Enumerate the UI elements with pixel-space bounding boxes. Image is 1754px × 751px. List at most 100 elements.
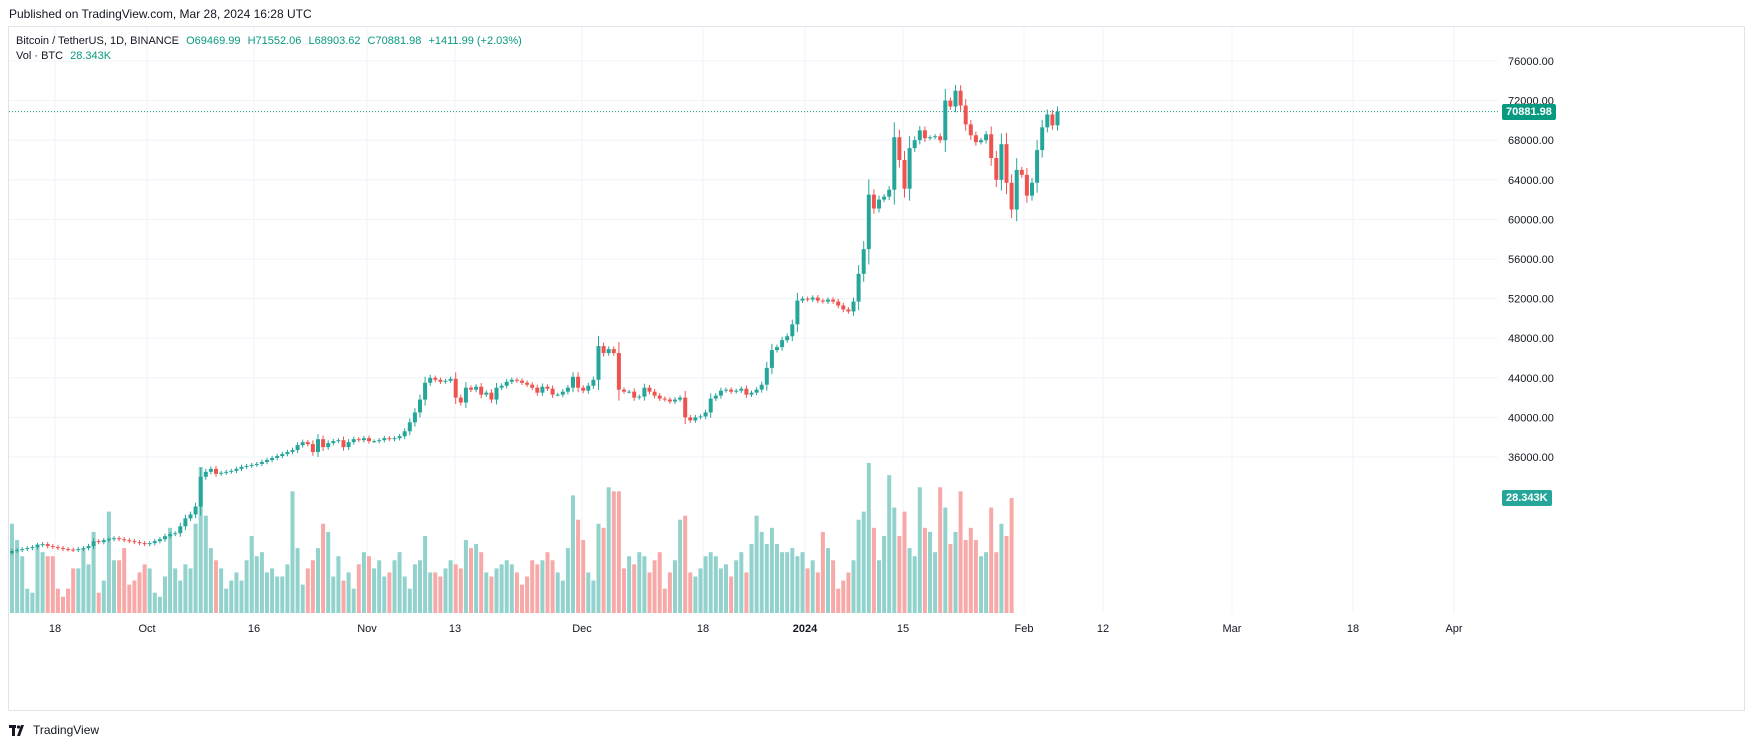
volume-bar [163,576,167,613]
candle-body [96,541,101,543]
volume-bar [902,511,907,613]
candle-body [361,438,366,441]
volume-bar [275,576,280,613]
volume-bar [678,519,683,613]
volume-bar [596,523,601,613]
volume-bar [928,531,932,613]
volume-bar [117,560,122,613]
candle-body [1014,169,1019,210]
volume-bar [739,552,744,613]
volume-bar [168,527,173,613]
candle-body [372,441,377,443]
candle-body [265,459,269,462]
candle-body [91,541,96,547]
candle-body [458,397,463,403]
volume-label[interactable]: Vol · BTC [16,50,64,62]
volume-bar [708,552,713,613]
volume-bar [514,572,519,613]
candle-body [331,441,336,444]
candle-body [815,297,820,301]
volume-bar [96,592,101,613]
candle-body [509,379,514,382]
candle-body [1004,144,1009,183]
volume-bar [122,548,127,613]
candle-body [586,385,591,391]
volume-bar [520,584,524,613]
volume-bar [871,527,876,613]
volume-bar [657,552,662,613]
volume-bar [831,560,836,613]
volume-bar [820,531,825,613]
candle-body [871,194,876,209]
x-tick-label: 13 [449,623,461,635]
x-tick-label: 18 [1347,623,1359,635]
volume-bar [356,564,361,613]
candle-body [71,549,76,551]
candle-body [147,543,152,545]
volume-bar [535,564,540,613]
volume-bar [632,564,637,613]
candle-body [183,518,188,527]
x-tick-label: 16 [248,623,260,635]
candle-body [652,391,657,396]
candle-body [76,549,81,551]
volume-bar [183,564,188,613]
volume-bar [71,568,76,613]
candle-body [591,379,596,386]
candle-body [708,398,713,413]
candle-body [45,544,50,547]
volume-bar [285,564,290,613]
volume-bar [254,556,259,613]
candle-body [540,386,545,393]
candle-body [463,387,468,403]
volume-bar [316,548,320,613]
candle-body [321,439,326,448]
symbol-label[interactable]: Bitcoin / TetherUS, 1D, BINANCE [16,35,180,47]
candle-body [316,439,320,453]
x-tick-label: Apr [1445,623,1462,635]
volume-bar [290,491,295,613]
candle-body [892,137,897,190]
candle-body [627,391,632,393]
volume-bar [86,564,91,613]
candle-body [285,452,290,455]
volume-bar [433,572,438,613]
footer-brand[interactable]: TradingView [33,723,100,737]
volume-bar [673,560,677,613]
volume-bar [101,580,106,613]
volume-bar [367,556,371,613]
candle-body [846,309,851,312]
candle-body [606,349,611,354]
volume-bar [208,548,213,613]
volume-bar [795,556,800,613]
y-tick-label: 36000.00 [1508,452,1554,464]
candle-body [412,412,417,423]
candle-body [535,387,540,393]
candle-body [234,468,239,471]
candle-body [10,551,14,554]
volume-bar [346,572,351,613]
volume-bar [20,556,25,613]
volume-bar [351,588,356,613]
candle-body [224,471,229,473]
volume-bar [815,572,820,613]
volume-bar [749,544,754,613]
volume-bar [729,576,734,613]
volume-bar [525,576,530,613]
volume-bar [259,552,264,613]
volume-bar [484,572,489,613]
candle-body [101,540,106,543]
candle-body [831,299,836,302]
volume-bar [112,560,116,613]
candle-body [81,548,86,550]
volume-bar [662,588,667,613]
volume-bar [142,564,147,613]
candle-body [397,436,402,439]
candle-body [688,417,693,421]
volume-bar [463,540,468,613]
candle-body [576,376,581,388]
volume-bar [188,568,193,613]
candle-body [851,301,856,312]
candle-body [999,144,1004,180]
